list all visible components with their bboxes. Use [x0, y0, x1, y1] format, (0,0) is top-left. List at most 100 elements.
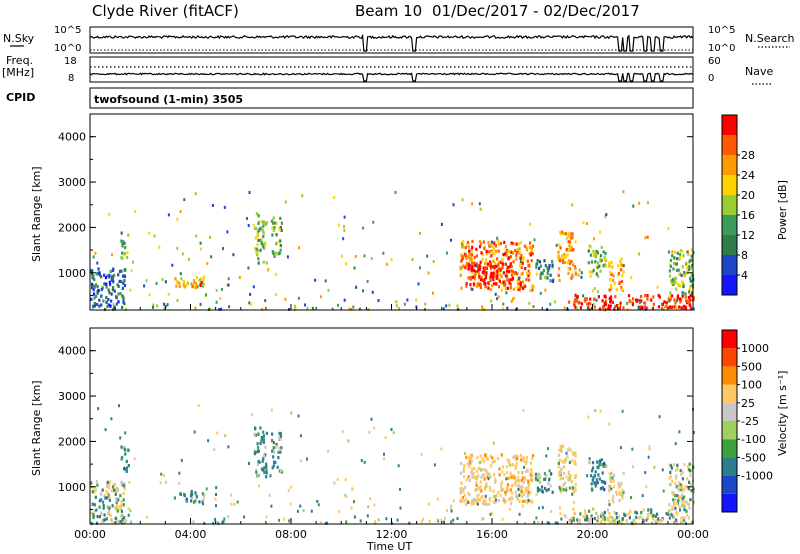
power-cell	[366, 279, 369, 283]
power-cell	[496, 270, 499, 274]
power-cell	[678, 305, 681, 309]
power-cell	[682, 254, 685, 258]
velocity-cell	[609, 520, 612, 524]
velocity-cell	[574, 462, 577, 466]
velocity-cell	[464, 486, 467, 490]
power-cell	[499, 268, 502, 272]
velocity-cell	[629, 509, 632, 513]
power-cell	[100, 275, 103, 279]
velocity-cell	[119, 494, 122, 498]
power-cell	[608, 288, 611, 292]
power-cell	[152, 303, 155, 307]
power-cell	[286, 255, 289, 259]
power-cell	[538, 266, 541, 270]
power-cell	[588, 270, 591, 274]
velocity-cell	[509, 488, 512, 492]
power-cell	[498, 285, 501, 289]
power-cell	[592, 268, 595, 272]
power-cell	[549, 302, 552, 306]
velocity-cell	[559, 444, 562, 448]
power-cell	[663, 300, 666, 304]
velocity-cell	[683, 463, 686, 467]
power-cell	[500, 275, 503, 279]
power-cell	[608, 264, 611, 268]
velocity-cell	[574, 488, 577, 492]
velocity-cell	[687, 502, 691, 506]
power-cell	[176, 217, 179, 221]
power-cell	[483, 278, 486, 282]
velocity-cell	[124, 467, 127, 471]
power-cell	[567, 240, 570, 244]
power-cell	[599, 230, 601, 234]
velocity-cell	[456, 517, 459, 521]
colorbar-tick-label: 12	[741, 229, 755, 242]
power-cell	[671, 278, 674, 283]
power-cell	[97, 288, 100, 293]
power-cell	[559, 246, 562, 250]
velocity-cell	[278, 469, 281, 473]
velocity-cell	[370, 417, 373, 421]
velocity-cell	[525, 469, 528, 473]
velocity-cell	[118, 505, 121, 509]
velocity-cell	[625, 519, 628, 523]
velocity-cell	[572, 516, 575, 520]
power-cell	[487, 240, 490, 244]
power-cell	[106, 274, 109, 278]
velocity-cell	[474, 488, 477, 492]
velocity-cell	[203, 493, 206, 497]
velocity-cell	[615, 516, 618, 520]
power-cell	[517, 242, 520, 246]
power-cell	[472, 275, 475, 279]
power-cell	[630, 276, 633, 280]
velocity-cell	[510, 491, 514, 495]
velocity-region-10	[568, 507, 694, 526]
power-cell	[206, 262, 209, 265]
velocity-cell	[559, 506, 561, 510]
power-cell	[226, 230, 229, 234]
velocity-cell	[571, 492, 574, 496]
velocity-cell	[489, 512, 492, 516]
power-cell	[122, 281, 125, 285]
velocity-cell	[96, 483, 99, 487]
power-cell	[519, 283, 522, 287]
power-cell	[261, 307, 264, 311]
power-cell	[485, 271, 488, 275]
power-cell	[510, 299, 513, 303]
power-cell	[164, 305, 167, 308]
velocity-cell	[280, 446, 283, 450]
velocity-region-9	[607, 471, 625, 504]
power-cell	[567, 267, 570, 271]
velocity-cell	[609, 479, 612, 483]
velocity-cell	[607, 518, 610, 522]
velocity-cell	[108, 498, 111, 502]
velocity-cell	[594, 484, 597, 488]
power-cell	[689, 279, 692, 283]
power-cell	[479, 282, 482, 286]
velocity-cell	[559, 488, 562, 492]
velocity-cell	[336, 478, 339, 481]
power-cell	[510, 269, 513, 273]
velocity-cell	[494, 498, 497, 502]
velocity-cell	[489, 454, 492, 458]
velocity-cell	[475, 469, 478, 473]
velocity-cell	[450, 509, 453, 513]
power-cell	[481, 305, 484, 309]
velocity-cell	[618, 519, 621, 523]
velocity-cell	[613, 473, 616, 477]
velocity-cell	[125, 469, 128, 473]
velocity-cell	[264, 445, 267, 449]
velocity-cell	[495, 493, 498, 497]
power-cell	[542, 269, 545, 273]
power-noise	[91, 190, 695, 311]
velocity-cell	[498, 473, 501, 477]
velocity-cell	[463, 475, 466, 479]
velocity-cell	[466, 462, 469, 466]
power-cell	[511, 276, 515, 280]
power-cell	[91, 269, 94, 273]
power-cell	[509, 255, 513, 259]
velocity-cell	[290, 411, 293, 415]
x-tick-label: 08:00	[275, 528, 307, 541]
power-cell	[527, 263, 531, 267]
power-cell	[683, 271, 686, 275]
velocity-region-6	[534, 472, 554, 494]
